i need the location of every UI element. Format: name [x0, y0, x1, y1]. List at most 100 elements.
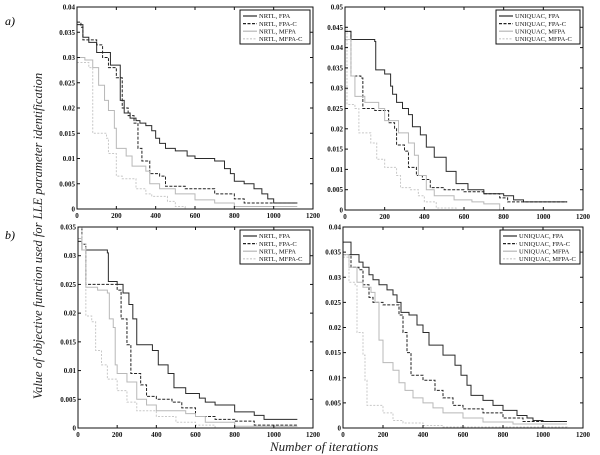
- legend-label: NRTL, FPA-C: [259, 21, 297, 28]
- y-tick-label: 0.04: [329, 224, 342, 232]
- legend-label: UNIQUAC, FPA-C: [515, 21, 566, 28]
- series-line-mfpa: [343, 254, 567, 425]
- y-tick-label: 0.01: [64, 367, 77, 375]
- x-tick-label: 1200: [306, 212, 321, 220]
- subplot-2: 0 200 400 600 800 1000 1200 0 0.005 0.01 0.015 0.02…: [327, 4, 590, 222]
- y-tick-label: 0.015: [59, 130, 75, 138]
- series-line-fpa-c: [77, 21, 298, 204]
- x-axis-label: Number of iterations: [270, 439, 379, 454]
- legend-label: UNIQUAC, MFPA: [515, 28, 566, 35]
- legend-label: UNIQUAC, FPA-C: [519, 241, 570, 248]
- x-tick-label: 600: [458, 431, 469, 439]
- x-tick-label: 800: [498, 213, 509, 221]
- x-tick-label: 400: [151, 431, 162, 439]
- series-line-fpa: [78, 240, 298, 420]
- x-tick-label: 400: [150, 212, 161, 220]
- y-tick-label: 0.025: [327, 105, 343, 113]
- y-tick-label: 0: [338, 425, 342, 433]
- x-tick-label: 1000: [536, 431, 551, 439]
- series-line-mfpa-c: [77, 62, 298, 210]
- y-tick-label: 0.025: [59, 79, 75, 87]
- y-tick-label: 0.02: [64, 310, 77, 318]
- series-line-mfpa-c: [345, 26, 568, 211]
- y-tick-label: 0.015: [327, 146, 343, 154]
- legend-label: NRTL, MFPA: [259, 28, 296, 35]
- y-tick-label: 0.02: [329, 324, 342, 332]
- y-tick-label: 0.05: [331, 4, 344, 12]
- x-tick-label: 400: [418, 431, 429, 439]
- legend-label: UNIQUAC, FPA: [519, 233, 564, 240]
- series-line-mfpa: [78, 237, 298, 427]
- x-tick-label: 200: [112, 431, 123, 439]
- x-tick-label: 200: [378, 431, 389, 439]
- series-line-fpa: [77, 24, 298, 204]
- x-tick-label: 600: [190, 431, 201, 439]
- y-tick-label: 0.02: [331, 125, 344, 133]
- x-tick-label: 0: [343, 213, 347, 221]
- series-line-fpa-c: [78, 226, 298, 426]
- y-tick-label: 0.035: [60, 224, 76, 232]
- x-tick-label: 400: [419, 213, 430, 221]
- x-tick-label: 1200: [306, 431, 321, 439]
- x-tick-label: 1000: [536, 213, 551, 221]
- y-tick-label: 0.04: [63, 4, 76, 12]
- y-tick-label: 0.01: [63, 155, 76, 163]
- x-tick-label: 1200: [576, 213, 591, 221]
- y-tick-label: 0.025: [325, 299, 341, 307]
- series-line-mfpa: [77, 57, 298, 207]
- x-tick-label: 200: [111, 212, 122, 220]
- legend-label: NRTL, FPA-C: [259, 241, 297, 248]
- y-tick-label: 0.035: [327, 64, 343, 72]
- y-tick-label: 0.03: [331, 85, 344, 93]
- legend-label: UNIQUAC, FPA: [515, 13, 560, 20]
- panel-label-b: b): [5, 228, 15, 242]
- y-tick-label: 0.045: [327, 24, 343, 32]
- legend-label: UNIQUAC, MFPA: [519, 248, 570, 255]
- y-tick-label: 0.01: [329, 374, 342, 382]
- x-tick-label: 800: [498, 431, 509, 439]
- legend-label: NRTL, MFPA-C: [259, 36, 302, 43]
- x-tick-label: 200: [379, 213, 390, 221]
- x-tick-label: 600: [459, 213, 470, 221]
- y-tick-label: 0.035: [59, 29, 75, 37]
- series-line-mfpa-c: [78, 226, 298, 429]
- x-tick-label: 1000: [267, 431, 282, 439]
- y-tick-label: 0.015: [325, 349, 341, 357]
- y-tick-label: 0.025: [60, 281, 76, 289]
- series-line-fpa: [345, 30, 568, 203]
- x-tick-label: 1000: [267, 212, 282, 220]
- y-tick-label: 0.005: [327, 186, 343, 194]
- x-tick-label: 0: [341, 431, 345, 439]
- y-tick-label: 0.01: [331, 166, 344, 174]
- y-tick-label: 0.03: [329, 274, 342, 282]
- subplot-1: 0 200 400 600 800 1000 1200 0 0.005 0.01 0.015 0.02…: [59, 4, 320, 221]
- y-tick-label: 0.02: [63, 105, 76, 113]
- legend-label: UNIQUAC, MFPA-C: [515, 36, 572, 43]
- y-tick-label: 0.03: [63, 54, 76, 62]
- legend-label: NRTL, MFPA: [259, 248, 296, 255]
- subplot-4: 0 200 400 600 800 1000 1200 0 0.005 0.01 0.015 0.02…: [325, 224, 590, 440]
- x-tick-label: 0: [75, 212, 79, 220]
- y-tick-label: 0.035: [325, 249, 341, 257]
- y-tick-label: 0: [340, 207, 344, 215]
- y-tick-label: 0.03: [64, 252, 77, 260]
- legend-label: NRTL, FPA: [259, 13, 290, 20]
- y-tick-label: 0.005: [59, 180, 75, 188]
- series-line-mfpa-c: [343, 256, 568, 428]
- y-tick-label: 0: [72, 206, 76, 214]
- y-tick-label: 0: [73, 425, 77, 433]
- series-line-fpa-c: [343, 254, 567, 422]
- y-tick-label: 0.04: [331, 44, 344, 52]
- series-line-mfpa: [345, 38, 568, 211]
- panel-label-a: a): [5, 14, 15, 28]
- subplot-3: 0 200 400 600 800 1000 1200 0 0.005 0.01 0.015 0.02…: [60, 224, 320, 440]
- y-tick-label: 0.005: [325, 399, 341, 407]
- legend-label: UNIQUAC, MFPA-C: [519, 256, 576, 263]
- series-line-fpa-c: [345, 30, 568, 203]
- x-tick-label: 0: [76, 431, 80, 439]
